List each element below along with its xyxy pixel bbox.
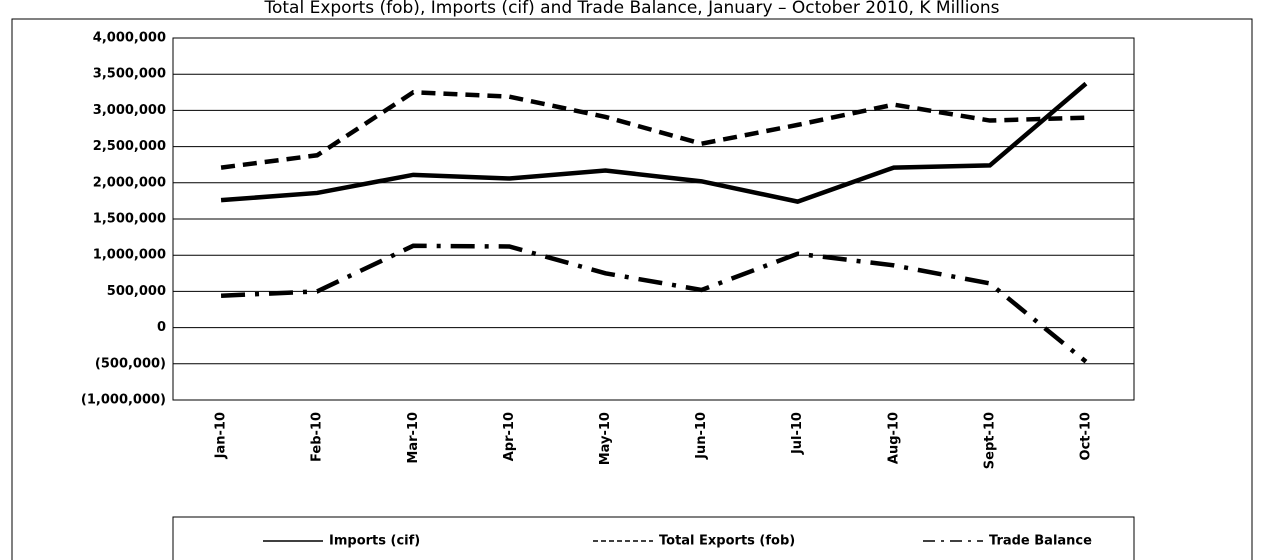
x-tick-label: Jul-10 — [790, 412, 805, 455]
x-tick-label: Mar-10 — [406, 412, 421, 464]
y-tick-label: 2,000,000 — [93, 175, 166, 190]
y-tick-label: 3,000,000 — [93, 103, 166, 118]
x-tick-label: Jun-10 — [694, 412, 709, 460]
x-tick-label: Aug-10 — [886, 412, 901, 464]
x-tick-label: Jan-10 — [214, 412, 229, 459]
x-tick-label: May-10 — [598, 412, 613, 465]
series-line — [220, 243, 1088, 364]
y-tick-label: 1,000,000 — [93, 248, 166, 263]
y-tick-label: (1,000,000) — [81, 393, 166, 408]
series-line — [220, 81, 1088, 204]
x-tick-label: Oct-10 — [1078, 412, 1093, 460]
legend-label: Trade Balance — [989, 534, 1092, 549]
y-tick-label: 1,500,000 — [93, 212, 166, 227]
y-tick-label: 3,500,000 — [93, 67, 166, 82]
legend-label: Total Exports (fob) — [659, 534, 795, 549]
legend-label: Imports (cif) — [329, 534, 420, 549]
x-tick-label: Feb-10 — [310, 412, 325, 462]
y-tick-label: 0 — [157, 320, 166, 335]
chart-frame — [11, 18, 1253, 560]
y-tick-label: 2,500,000 — [93, 139, 166, 154]
y-tick-label: 500,000 — [107, 284, 166, 299]
y-tick-label: 4,000,000 — [93, 31, 166, 46]
legend-frame — [172, 516, 1135, 560]
x-tick-label: Apr-10 — [502, 412, 517, 461]
series-line — [220, 90, 1087, 170]
chart-title: Total Exports (fob), Imports (cif) and T… — [263, 0, 999, 18]
x-tick-label: Sept-10 — [982, 412, 997, 469]
y-tick-label: (500,000) — [95, 356, 166, 371]
